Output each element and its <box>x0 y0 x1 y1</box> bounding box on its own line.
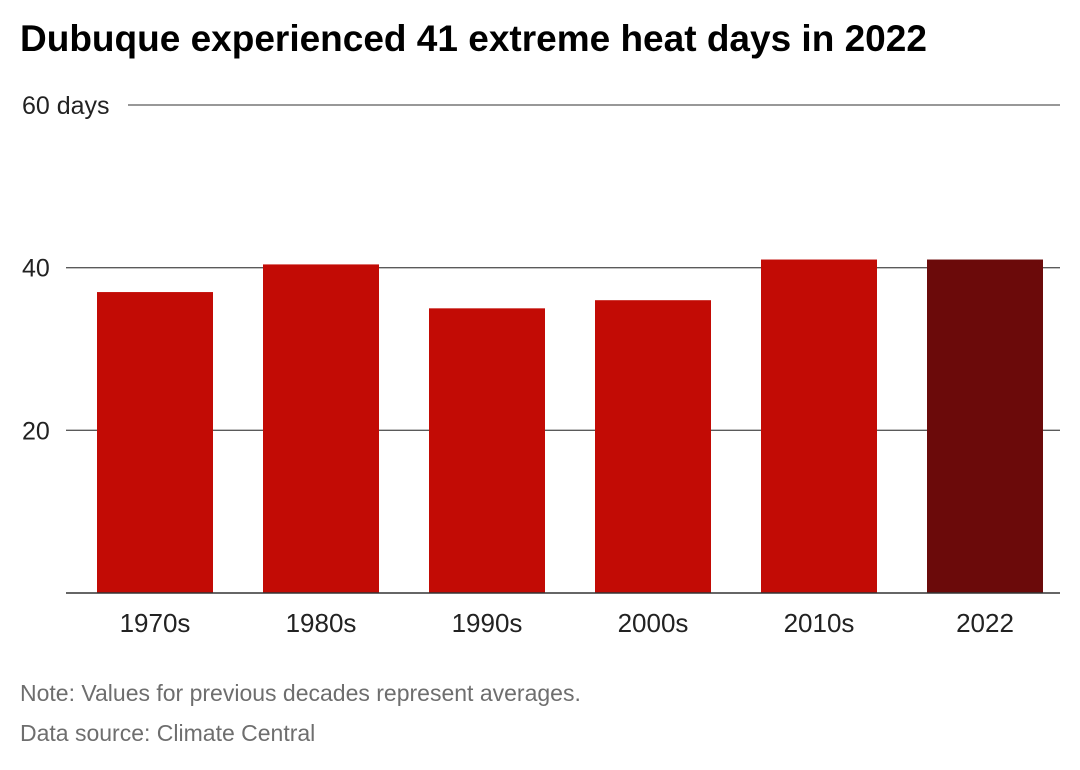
bar-1990s <box>429 308 545 593</box>
chart-title: Dubuque experienced 41 extreme heat days… <box>20 18 927 59</box>
y-tick-label: 60 days <box>22 92 110 120</box>
chart-note: Note: Values for previous decades repres… <box>20 680 581 706</box>
bar-1980s <box>263 264 379 593</box>
gridlines <box>66 104 1060 431</box>
bar-1970s <box>97 292 213 593</box>
bars <box>97 259 1043 593</box>
data-source: Data source: Climate Central <box>20 720 316 746</box>
y-tick-label: 20 <box>22 417 50 445</box>
x-tick-label: 1970s <box>120 608 191 638</box>
bar-2010s <box>761 259 877 593</box>
tick-labels: 20 40 60 days 1970s 1980s 1990s 2000s 2010s 2022 <box>22 92 1014 638</box>
x-tick-label: 2000s <box>618 608 689 638</box>
x-tick-label: 2010s <box>784 608 855 638</box>
x-tick-label: 1990s <box>452 608 523 638</box>
bar-2000s <box>595 300 711 593</box>
x-tick-label: 2022 <box>956 608 1014 638</box>
bar-chart: 20 40 60 days 1970s 1980s 1990s 2000s 2010s 2022 <box>22 92 1060 638</box>
x-tick-label: 1980s <box>286 608 357 638</box>
bar-2022 <box>927 259 1043 593</box>
y-tick-label: 40 <box>22 255 50 283</box>
